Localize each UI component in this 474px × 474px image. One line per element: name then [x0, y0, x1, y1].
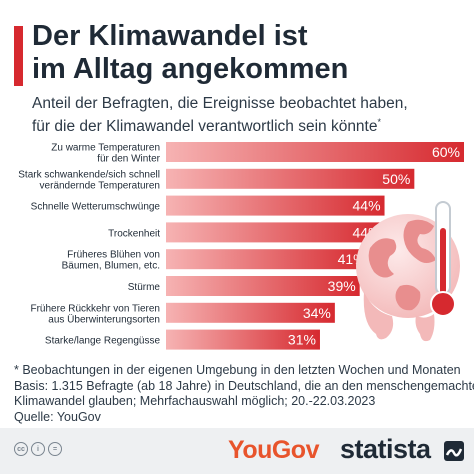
bar-value-label: 60% [432, 144, 460, 160]
footer: cc i = YouGov statista [0, 428, 474, 474]
title-line-2: im Alltag angekommen [32, 53, 349, 85]
bar-8 [166, 329, 320, 350]
title-accent-bar [14, 26, 23, 86]
bar-value-label: 44% [353, 198, 381, 214]
footnote-line-2: Basis: 1.315 Befragte (ab 18 Jahre) in D… [14, 378, 474, 393]
source-line: Quelle: YouGov [14, 409, 101, 424]
bar-3 [166, 195, 385, 216]
bar-6 [166, 276, 360, 296]
page-title: Der Klimawandel ist im Alltag angekommen [32, 20, 462, 86]
subtitle-line-2: für die der Klimawandel verantwortlich s… [32, 113, 468, 136]
category-label: Trockenheit [108, 228, 160, 239]
category-label: Zu warme Temperaturen [51, 143, 160, 154]
bar-value-label: 31% [288, 332, 316, 348]
license-icons: cc i = [14, 442, 62, 456]
bar-5 [166, 249, 370, 270]
title-line-1: Der Klimawandel ist [32, 20, 308, 52]
category-label: Starke/lange Regengüsse [45, 336, 161, 347]
by-icon[interactable]: i [31, 442, 45, 456]
melting-globe-thermometer-icon [356, 201, 460, 342]
bar-value-label: 39% [328, 278, 356, 294]
category-label: verändernde Temperaturen [40, 180, 160, 191]
statista-wave-icon [444, 441, 464, 461]
footnote: * Beobachtungen in der eigenen Umgebung … [14, 363, 474, 425]
bar-value-label: 34% [303, 305, 331, 321]
subtitle-line-1: Anteil der Befragten, die Ereignisse beo… [32, 95, 408, 112]
category-label: Stark schwankende/sich schnell [18, 169, 160, 180]
bar-2 [166, 168, 415, 189]
category-label: für den Winter [97, 154, 160, 165]
bar-value-label: 50% [382, 171, 410, 187]
footnote-line-3: Klimawandel glauben; Mehrfachauswahl mög… [14, 394, 376, 408]
bar-1 [166, 142, 464, 162]
statista-logo[interactable]: statista [340, 434, 431, 464]
yougov-logo[interactable]: YouGov [228, 436, 319, 464]
footnote-line-1: * Beobachtungen in der eigenen Umgebung … [14, 363, 461, 377]
category-label: Schnelle Wetterumschwünge [31, 202, 161, 213]
cc-icon[interactable]: cc [14, 442, 28, 456]
subtitle-line-2-text: für die der Klimawandel verantwortlich s… [32, 118, 378, 136]
category-label: Frühere Rückkehr von Tieren [30, 303, 160, 314]
bar-7 [166, 302, 335, 323]
nd-icon[interactable]: = [48, 442, 62, 456]
subtitle: Anteil der Befragten, die Ereignisse beo… [32, 94, 468, 136]
category-label: Bäumen, Blumen, etc. [62, 261, 160, 272]
subtitle-footnote-mark: * [377, 117, 381, 127]
category-label: aus Überwinterungsorten [48, 313, 160, 325]
bar-4 [166, 222, 385, 243]
category-label: Stürme [128, 282, 161, 293]
category-label: Früheres Blühen von [67, 250, 160, 261]
